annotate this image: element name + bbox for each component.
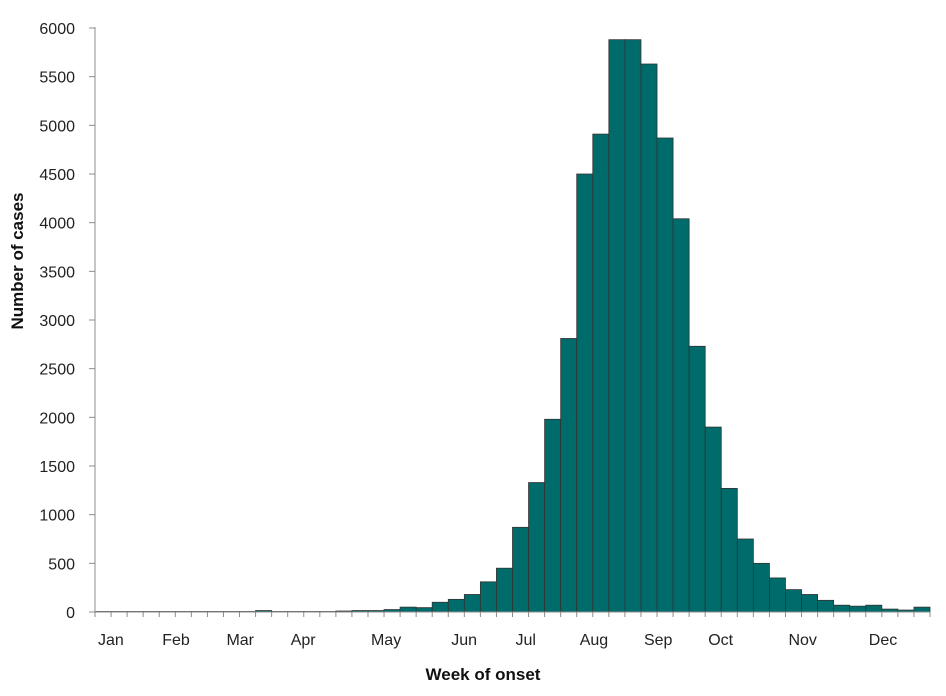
y-tick-label: 3500 [39,264,75,281]
y-axis-title: Number of cases [8,193,27,330]
bar-W48 [849,605,867,613]
x-month-label: Apr [291,632,317,649]
bar-W31 [576,173,594,613]
y-tick-label: 4000 [39,216,75,233]
bar-W45 [801,594,818,613]
axes-group [89,27,931,617]
y-tick-label: 0 [66,605,75,622]
x-month-label: Dec [869,632,897,649]
bar-W43 [769,577,786,613]
bar-W25 [479,581,497,613]
bar-W27 [512,526,529,613]
x-month-label: Aug [580,632,608,649]
bar-W24 [463,594,481,613]
bar-W34 [624,39,642,613]
bar-W40 [720,487,738,613]
y-tick-labels: 0 500 1000 1500 2000 2500 3000 3500 4000 4500 5000… [39,21,75,622]
bar-W21 [415,607,433,613]
y-tick-label: 5000 [39,118,75,135]
x-month-label: Mar [226,632,254,649]
x-month-label: Feb [162,632,190,649]
bar-W39 [704,426,722,613]
bar-W22 [431,601,449,613]
y-tick-label: 1500 [39,459,75,476]
x-month-label: Jul [516,632,536,649]
x-month-label: Jun [451,632,477,649]
bar-W32 [592,133,610,613]
bar-W36 [656,137,674,613]
x-month-label: Jan [98,632,124,649]
bar-W42 [752,562,770,613]
x-month-label: Oct [708,632,733,649]
bar-W26 [496,567,513,613]
bars-group [94,39,931,613]
bar-W52 [913,606,931,613]
bar-W23 [447,598,465,613]
y-tick-label: 2000 [39,410,75,427]
bar-W46 [817,599,835,613]
bar-W47 [833,604,851,613]
y-tick-label: 3000 [39,313,75,330]
bar-W37 [672,218,690,613]
y-tick-label: 2500 [39,362,75,379]
x-month-label: May [371,632,401,649]
y-tick-label: 5500 [39,70,75,87]
bar-W20 [399,606,417,613]
bar-W28 [528,482,546,613]
bar-W41 [736,538,754,613]
bar-W49 [865,604,883,613]
bar-W44 [785,589,802,613]
y-tick-label: 1000 [39,508,75,525]
bar-W29 [544,418,562,613]
bar-W30 [560,338,578,613]
bar-W33 [608,39,626,613]
x-month-label: Nov [788,632,816,649]
y-tick-label: 4500 [39,167,75,184]
x-tick-labels: Jan Feb Mar Apr May Jun Jul Aug Sep Oct Nov Dec [98,632,897,649]
x-month-label: Sep [644,632,673,649]
bar-W35 [640,63,658,613]
x-axis-title: Week of onset [426,665,541,684]
y-tick-label: 6000 [39,21,75,38]
bar-W38 [688,345,706,613]
y-tick-label: 500 [48,556,75,573]
